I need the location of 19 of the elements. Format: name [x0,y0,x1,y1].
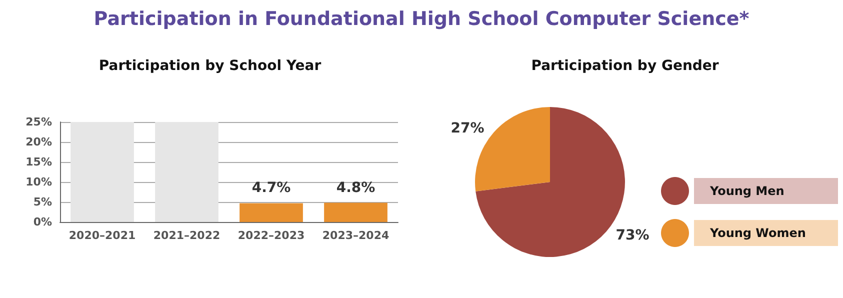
y-tick-label: 5% [33,196,52,208]
y-tick-label: 10% [26,176,52,188]
data-label: 4.8% [336,180,376,196]
data-label: 4.7% [252,180,291,196]
y-tick-label: 20% [26,136,52,148]
legend-label: Young Women [709,226,806,240]
x-tick-label: 2023–2024 [322,229,390,242]
data-label: 73% [616,228,650,244]
legend-label: Young Men [709,184,784,198]
y-tick-label: 0% [33,216,52,228]
chart-subtitle: Participation by School Year [98,58,322,74]
x-tick-label: 2022–2023 [238,229,305,242]
x-tick-label: 2020–2021 [68,229,136,242]
y-tick-label: 25% [26,116,52,128]
chart-title: Participation by Gender [531,58,719,74]
chart-title: Participation in Foundational High School Computer Science* [92,8,750,30]
x-tick-label: 2021–2022 [153,229,220,242]
y-tick-label: 15% [26,156,52,168]
data-label: 27% [450,120,484,136]
